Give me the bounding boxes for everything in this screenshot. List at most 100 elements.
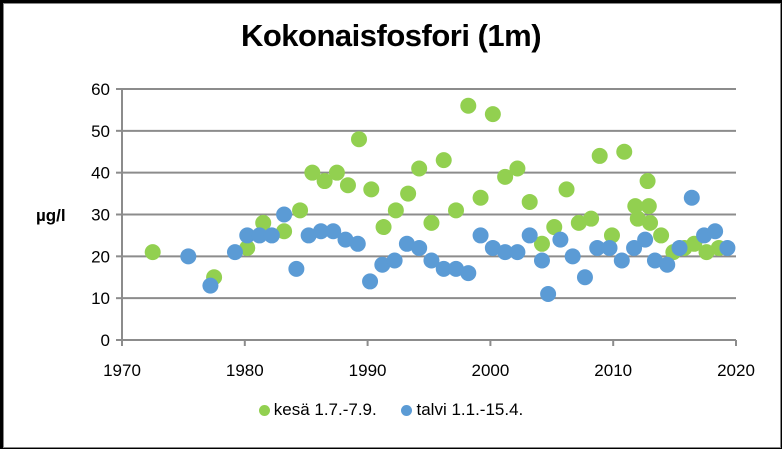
data-point	[613, 252, 630, 269]
x-tick-label: 2020	[717, 361, 755, 380]
data-point	[552, 231, 569, 248]
data-point	[484, 106, 501, 123]
data-point	[411, 160, 428, 177]
data-point	[423, 252, 440, 269]
data-point	[423, 214, 440, 231]
data-point	[180, 248, 197, 265]
data-point	[646, 252, 663, 269]
data-point	[351, 131, 368, 148]
data-point	[337, 231, 354, 248]
data-point	[411, 239, 428, 256]
data-point	[497, 168, 514, 185]
data-point	[533, 235, 550, 252]
x-tick-label: 1990	[349, 361, 387, 380]
data-point	[375, 219, 392, 236]
data-point	[521, 193, 538, 210]
data-point	[202, 277, 219, 294]
y-axis-label: µg/l	[36, 206, 66, 225]
data-point	[509, 244, 526, 261]
data-point	[583, 210, 600, 227]
axes: 0 10 20 30 40 50 60 1970 1980 1990 2000 2010 2020	[91, 80, 755, 380]
data-point	[719, 239, 736, 256]
data-point	[637, 231, 654, 248]
data-point	[288, 260, 305, 277]
data-point	[497, 244, 514, 261]
data-point	[558, 181, 575, 198]
y-tick-label: 60	[91, 80, 110, 99]
data-point	[570, 214, 587, 231]
legend-item-winter: talvi 1.1.-15.4.	[401, 400, 523, 420]
data-point	[325, 223, 342, 240]
data-point	[448, 260, 465, 277]
legend: kesä 1.7.-7.9. talvi 1.1.-15.4.	[0, 400, 782, 421]
data-point	[339, 177, 356, 194]
data-point	[300, 227, 317, 244]
data-point	[698, 244, 715, 261]
data-point	[316, 173, 333, 190]
data-point	[484, 239, 501, 256]
data-point	[435, 260, 452, 277]
x-tick-label: 2010	[594, 361, 632, 380]
data-point	[363, 181, 380, 198]
data-point	[626, 239, 643, 256]
data-point	[263, 227, 280, 244]
chart-title: Kokonaisfosfori (1m)	[240, 18, 542, 53]
data-point	[398, 235, 415, 252]
legend-marker-winter-icon	[401, 404, 413, 416]
data-point	[386, 252, 403, 269]
data-point	[448, 202, 465, 219]
legend-label-summer: kesä 1.7.-7.9.	[273, 400, 377, 419]
data-point	[576, 269, 593, 286]
data-point	[362, 273, 379, 290]
data-point	[144, 244, 161, 261]
legend-marker-summer-icon	[258, 404, 270, 416]
data-point	[540, 285, 557, 302]
legend-item-summer: kesä 1.7.-7.9.	[258, 400, 377, 420]
data-point	[387, 202, 404, 219]
data-point	[671, 239, 688, 256]
data-point	[255, 214, 272, 231]
data-point	[533, 252, 550, 269]
y-tick-label: 50	[91, 122, 110, 141]
data-point	[591, 147, 608, 164]
data-point	[460, 265, 477, 282]
data-point	[304, 164, 321, 181]
data-point	[640, 198, 657, 215]
data-point	[564, 248, 581, 265]
y-tick-label: 10	[91, 289, 110, 308]
data-point	[374, 256, 391, 273]
data-point	[472, 189, 489, 206]
data-point	[312, 223, 329, 240]
data-point	[639, 173, 656, 190]
data-point	[603, 227, 620, 244]
data-point	[521, 227, 538, 244]
data-point	[292, 202, 309, 219]
y-tick-label: 20	[91, 247, 110, 266]
y-tick-label: 40	[91, 164, 110, 183]
data-point	[435, 152, 452, 169]
data-point	[707, 223, 724, 240]
data-point	[460, 97, 477, 114]
data-point	[509, 160, 526, 177]
data-point	[616, 143, 633, 160]
data-point	[251, 227, 268, 244]
data-points	[144, 97, 736, 302]
data-point	[472, 227, 489, 244]
data-point	[589, 239, 606, 256]
data-point	[683, 189, 700, 206]
data-point	[659, 256, 676, 273]
legend-label-winter: talvi 1.1.-15.4.	[416, 400, 524, 419]
y-tick-label: 0	[101, 331, 110, 350]
x-tick-label: 1980	[226, 361, 264, 380]
x-tick-label: 2000	[471, 361, 509, 380]
data-point	[239, 227, 256, 244]
data-point	[226, 244, 243, 261]
data-point	[546, 219, 563, 236]
data-point	[349, 235, 366, 252]
data-point	[601, 239, 618, 256]
data-point	[627, 198, 644, 215]
data-point	[653, 227, 670, 244]
x-tick-label: 1970	[103, 361, 141, 380]
y-tick-label: 30	[91, 206, 110, 225]
